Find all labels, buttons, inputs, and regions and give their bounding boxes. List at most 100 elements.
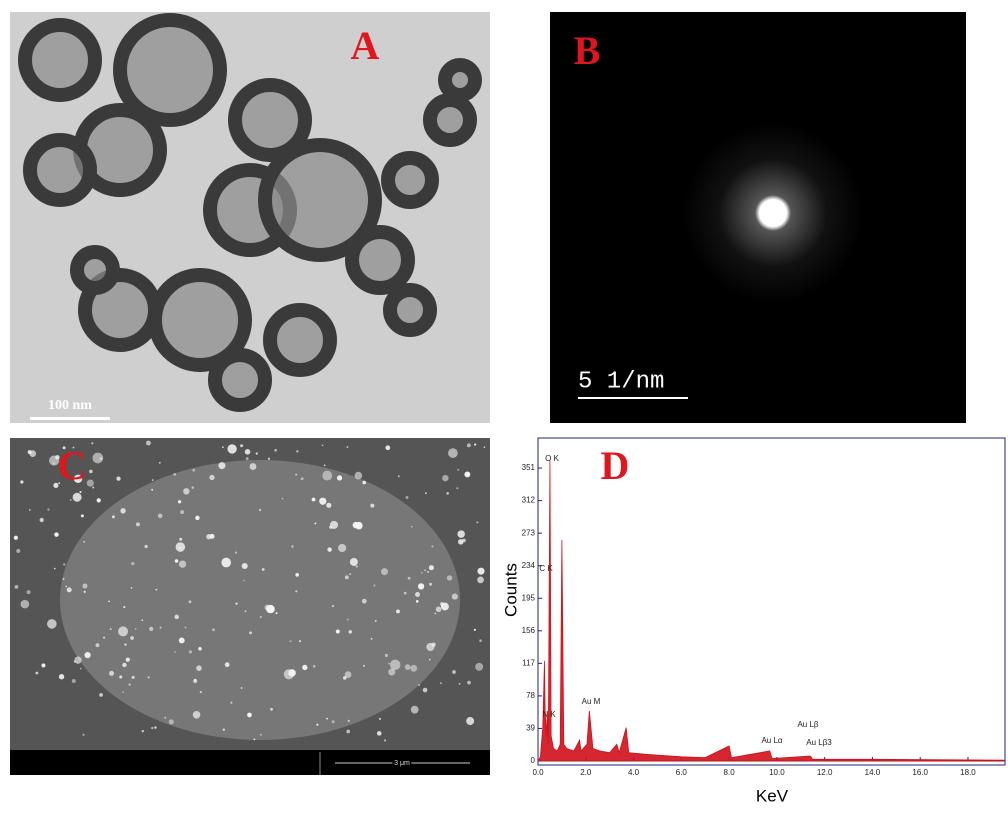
particle: [195, 516, 199, 520]
particle: [270, 708, 273, 711]
particle: [27, 590, 31, 594]
particle: [290, 640, 292, 642]
particle: [316, 724, 318, 726]
y-tick-label: 156: [522, 626, 536, 635]
particle: [110, 628, 112, 630]
scale-label: 100 nm: [48, 398, 92, 413]
particle: [410, 665, 417, 672]
particle: [332, 605, 334, 607]
particle: [447, 575, 452, 580]
particle: [385, 445, 390, 450]
particle: [109, 671, 114, 676]
particle: [183, 488, 189, 494]
particle: [126, 658, 130, 662]
particle: [65, 586, 67, 588]
particle: [136, 522, 140, 526]
x-tick-label: 8.0: [724, 768, 736, 777]
particle: [142, 730, 144, 732]
particle: [193, 711, 201, 719]
particle: [155, 589, 157, 591]
particle: [429, 565, 434, 570]
particle: [235, 603, 237, 605]
particle: [415, 592, 420, 597]
particle: [467, 681, 471, 685]
particle: [178, 500, 181, 503]
particle: [474, 629, 476, 631]
particle: [103, 637, 105, 639]
particle: [299, 640, 301, 642]
particle: [456, 487, 458, 489]
particle: [89, 470, 93, 474]
particle: [418, 684, 420, 686]
particle: [479, 639, 482, 642]
particle: [406, 496, 409, 499]
particle: [390, 660, 400, 670]
particle: [29, 450, 36, 457]
particle: [116, 476, 120, 480]
particle: [337, 475, 342, 480]
particle: [426, 643, 434, 651]
particle: [148, 676, 150, 678]
particle: [423, 688, 428, 693]
peak-label: N K: [542, 710, 556, 719]
particle: [312, 498, 316, 502]
x-tick-label: 14.0: [865, 768, 881, 777]
particle: [324, 464, 326, 466]
particle: [92, 487, 94, 489]
particle: [108, 600, 110, 602]
particle: [429, 583, 432, 586]
particle: [362, 599, 367, 604]
particle: [81, 514, 84, 517]
particle: [152, 479, 154, 481]
particle: [122, 691, 124, 693]
particle: [82, 584, 87, 589]
particle: [35, 672, 38, 675]
particle: [164, 717, 166, 719]
particle: [254, 739, 256, 741]
scale-label: 5 1/nm: [578, 368, 664, 395]
particle: [474, 443, 476, 445]
particle: [21, 600, 30, 609]
particle: [362, 481, 366, 485]
particle: [295, 474, 297, 476]
particle: [379, 718, 381, 720]
particle: [350, 558, 358, 566]
particle: [249, 631, 252, 634]
particle: [476, 521, 478, 523]
particle: [87, 480, 94, 487]
particle: [180, 510, 184, 514]
particle: [62, 578, 64, 580]
particle: [274, 449, 277, 452]
particle: [84, 652, 90, 658]
peak-label: O K: [545, 454, 559, 463]
particle: [192, 486, 195, 489]
particle: [314, 522, 316, 524]
y-tick-label: 0: [531, 756, 536, 765]
particle: [154, 726, 156, 728]
panel-letter: C: [58, 443, 87, 488]
particle: [179, 637, 185, 643]
panel-a: A 100 nm: [10, 12, 490, 423]
particle: [225, 662, 230, 667]
particle: [275, 612, 277, 614]
particle: [123, 606, 125, 608]
panel-c: 3 μm C: [10, 438, 490, 775]
particle: [173, 473, 176, 476]
particle: [431, 545, 433, 547]
x-tick-label: 18.0: [960, 768, 976, 777]
particle: [200, 691, 202, 693]
particle: [429, 659, 431, 661]
particle: [259, 509, 261, 511]
particle: [363, 665, 365, 667]
y-axis-label: Counts: [501, 563, 520, 617]
particle: [132, 676, 135, 679]
particle: [99, 693, 103, 697]
particle: [189, 600, 192, 603]
particle: [373, 584, 375, 586]
x-axis-label: KeV: [756, 786, 789, 805]
particle: [169, 719, 174, 724]
particle: [442, 475, 448, 481]
particle: [370, 504, 374, 508]
particle: [404, 592, 407, 595]
y-tick-label: 312: [522, 496, 536, 505]
